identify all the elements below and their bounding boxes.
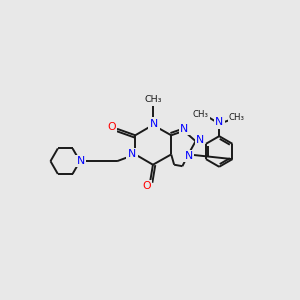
Text: N: N	[181, 123, 190, 133]
Text: N: N	[196, 135, 204, 145]
Text: N: N	[185, 151, 193, 161]
Text: CH₃: CH₃	[229, 113, 245, 122]
Text: O: O	[142, 181, 151, 191]
Text: O: O	[107, 122, 116, 132]
Text: N: N	[149, 119, 158, 129]
Text: N: N	[128, 149, 136, 159]
Text: N: N	[180, 124, 189, 134]
Text: CH₃: CH₃	[193, 110, 208, 118]
Text: CH₃: CH₃	[144, 95, 162, 104]
Text: N: N	[76, 156, 85, 166]
Text: N: N	[128, 149, 136, 159]
Text: N: N	[150, 118, 158, 128]
Text: N: N	[215, 117, 223, 127]
